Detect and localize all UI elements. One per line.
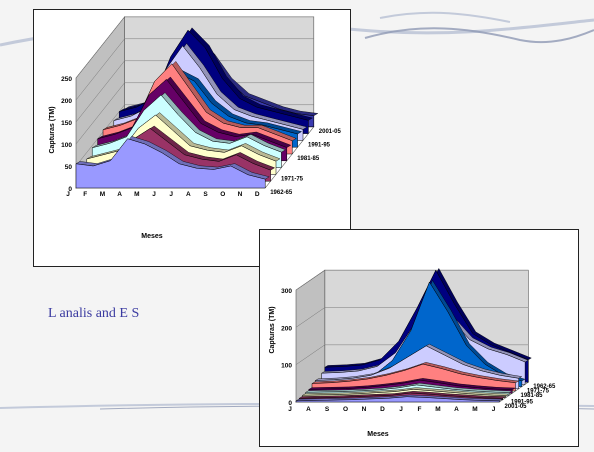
x-axis-title: Meses: [367, 431, 389, 438]
x-tick-label: O: [343, 406, 348, 413]
x-tick-label: M: [472, 406, 477, 413]
gridline: [75, 60, 314, 123]
depth-label: 1962-65: [533, 384, 556, 390]
depth-label: 1981-85: [297, 156, 320, 162]
x-tick-label: F: [418, 406, 422, 413]
depth-label: 1971-75: [281, 176, 304, 182]
y-tick-label: 100: [61, 142, 72, 149]
x-tick-label: F: [83, 191, 87, 198]
chart-top-svg: 0 50 100 150 200 250 J F M A M J J A S O N D 1962-65 1971-7…: [49, 15, 342, 240]
x-axis-title: Meses: [141, 233, 163, 240]
y-tick-label: 300: [281, 288, 292, 295]
x-tick-label: J: [169, 191, 173, 198]
swoosh-line-2: [379, 11, 511, 23]
gridline: [295, 269, 529, 291]
y-tick-label: 150: [61, 120, 72, 127]
x-tick-label: J: [152, 191, 156, 198]
x-tick-label: A: [117, 191, 122, 198]
chart-panel-top: 0 50 100 150 200 250 J F M A M J J A S O N D 1962-65 1971-7…: [33, 9, 351, 267]
x-tick-label: J: [399, 406, 403, 413]
series-area: [295, 396, 500, 403]
x-tick-label: A: [454, 406, 459, 413]
depth-label: 1971-75: [527, 389, 550, 395]
y-tick-label: 200: [61, 98, 72, 105]
x-tick-label: A: [306, 406, 311, 413]
depth-label: 1981-85: [521, 393, 544, 399]
x-tick-label: O: [220, 191, 225, 198]
y-axis-title: Capturas (TM): [49, 106, 56, 153]
x-tick-label: N: [238, 191, 243, 198]
x-tick-label: S: [325, 406, 330, 413]
y-axis-title: Capturas (TM): [269, 306, 276, 353]
depth-label: 2001-05: [505, 404, 528, 410]
chart-bottom-svg: 0 100 200 300 J A S O N D J F M A M J 2001-051991-951981…: [269, 267, 556, 438]
y-tick-label: 50: [65, 164, 73, 171]
x-tick-label: M: [100, 191, 105, 198]
gridline: [75, 82, 314, 145]
swoosh-line-1: [364, 27, 594, 44]
x-tick-label: D: [380, 406, 385, 413]
slide-caption: L analis and E S: [48, 306, 140, 321]
y-tick-label: 200: [281, 325, 292, 332]
x-tick-label: M: [134, 191, 139, 198]
x-tick-label: J: [66, 191, 70, 198]
y-tick-label: 0: [288, 400, 292, 407]
gridline: [75, 38, 314, 101]
depth-label: 2001-05: [319, 129, 342, 135]
y-tick-label: 100: [281, 363, 292, 370]
depth-label: 1962-65: [270, 190, 293, 196]
gridline: [75, 16, 314, 79]
x-tick-label: A: [186, 191, 191, 198]
x-tick-label: M: [435, 406, 440, 413]
x-tick-label: N: [362, 406, 367, 413]
depth-label: 1991-95: [511, 400, 534, 406]
x-tick-label: J: [288, 406, 292, 413]
x-tick-label: J: [492, 406, 496, 413]
x-tick-label: D: [255, 191, 260, 198]
chart-panel-bottom: 0 100 200 300 J A S O N D J F M A M J 2001-05 1991-95 1981…: [259, 229, 579, 447]
y-tick-label: 250: [61, 76, 72, 83]
x-tick-label: S: [203, 191, 208, 198]
y-tick-label: 0: [68, 186, 72, 193]
series-area: [75, 138, 266, 189]
depth-label: 1991-95: [308, 142, 331, 148]
